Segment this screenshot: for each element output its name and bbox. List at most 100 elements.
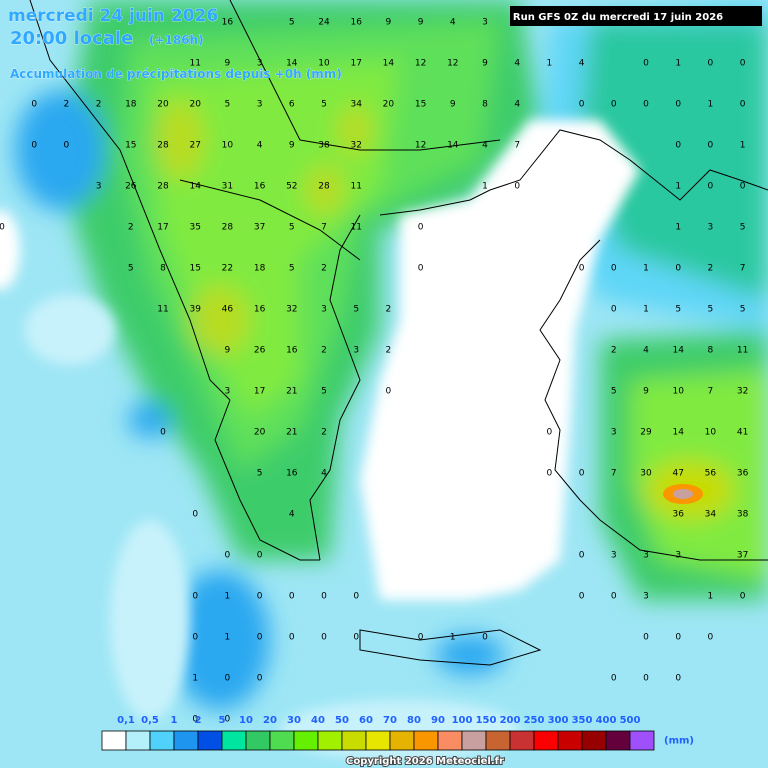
grid-value: 3 <box>675 551 681 561</box>
grid-value: 26 <box>125 182 137 192</box>
grid-value: 22 <box>222 264 233 274</box>
legend-label: 350 <box>572 715 593 726</box>
grid-value: 0 <box>225 674 231 684</box>
grid-value: 1 <box>675 223 681 233</box>
grid-value: 3 <box>643 592 649 602</box>
grid-value: 0 <box>547 469 553 479</box>
grid-value: 10 <box>222 141 234 151</box>
grid-value: 16 <box>286 346 298 356</box>
legend-swatch <box>389 730 415 751</box>
grid-value: 0 <box>353 592 359 602</box>
grid-value: 34 <box>350 100 362 110</box>
grid-value: 0 <box>611 100 617 110</box>
grid-value: 9 <box>225 346 231 356</box>
grid-value: 47 <box>672 469 683 479</box>
grid-value: 2 <box>321 346 327 356</box>
grid-value: 5 <box>321 387 327 397</box>
grid-value: 38 <box>737 510 749 520</box>
legend-swatch <box>485 730 511 751</box>
grid-value: 3 <box>257 59 263 69</box>
time-label: 20:00 locale <box>10 28 133 49</box>
grid-value: 9 <box>386 18 392 28</box>
grid-value: 9 <box>450 100 456 110</box>
grid-value: 11 <box>350 223 361 233</box>
grid-value: 2 <box>321 428 327 438</box>
grid-value: 5 <box>257 469 263 479</box>
grid-value: 0 <box>740 592 746 602</box>
grid-value: 0 <box>192 633 198 643</box>
grid-value: 0 <box>547 428 553 438</box>
grid-value: 17 <box>350 59 361 69</box>
grid-value: 0 <box>708 633 714 643</box>
grid-value: 0 <box>418 633 424 643</box>
grid-value: 7 <box>740 264 746 274</box>
legend-swatch <box>413 730 439 751</box>
grid-value: 20 <box>254 428 266 438</box>
grid-value: 0 <box>643 100 649 110</box>
grid-value: 1 <box>708 100 714 110</box>
grid-value: 0 <box>386 387 392 397</box>
legend-label: 70 <box>383 715 397 726</box>
grid-value: 4 <box>482 141 488 151</box>
grid-value: 0 <box>740 182 746 192</box>
grid-value: 28 <box>157 182 169 192</box>
grid-value: 0 <box>0 223 5 233</box>
grid-value: 14 <box>447 141 459 151</box>
grid-value: 0 <box>257 551 263 561</box>
grid-value: 16 <box>222 18 234 28</box>
legend-swatch <box>581 730 607 751</box>
grid-value: 37 <box>737 551 748 561</box>
legend-label: 0,1 <box>117 715 135 726</box>
grid-value: 0 <box>31 100 37 110</box>
grid-value: 0 <box>611 264 617 274</box>
grid-value: 1 <box>643 305 649 315</box>
legend-label: 10 <box>239 715 253 726</box>
grid-value: 8 <box>708 346 714 356</box>
grid-value: 2 <box>386 305 392 315</box>
grid-value: 8 <box>482 100 488 110</box>
legend-swatch <box>557 730 583 751</box>
grid-value: 0 <box>418 264 424 274</box>
grid-value: 2 <box>128 223 134 233</box>
grid-value: 0 <box>643 633 649 643</box>
grid-value: 0 <box>192 592 198 602</box>
grid-value: 5 <box>611 387 617 397</box>
grid-value: 0 <box>257 592 263 602</box>
grid-value: 12 <box>415 59 426 69</box>
grid-value: 0 <box>289 592 295 602</box>
grid-value: 32 <box>286 305 297 315</box>
grid-value: 0 <box>289 633 295 643</box>
legend-swatch <box>293 730 319 751</box>
lead-label: (+186h) <box>149 33 204 47</box>
grid-value: 7 <box>514 141 520 151</box>
grid-value: 0 <box>257 674 263 684</box>
grid-value: 4 <box>289 510 295 520</box>
grid-value: 29 <box>640 428 652 438</box>
grid-value: 0 <box>740 100 746 110</box>
legend-label: 250 <box>524 715 545 726</box>
legend-swatch <box>101 730 127 751</box>
grid-value: 1 <box>675 182 681 192</box>
grid-value: 18 <box>125 100 137 110</box>
grid-value: 16 <box>254 305 266 315</box>
grid-value: 14 <box>286 59 298 69</box>
grid-value: 21 <box>286 428 297 438</box>
grid-value: 3 <box>643 551 649 561</box>
grid-value: 7 <box>611 469 617 479</box>
grid-value: 4 <box>514 100 520 110</box>
legend-swatch <box>245 730 271 751</box>
grid-value: 0 <box>740 59 746 69</box>
grid-value: 7 <box>708 387 714 397</box>
legend-label: 40 <box>311 715 325 726</box>
grid-value: 9 <box>482 59 488 69</box>
grid-value: 0 <box>579 469 585 479</box>
grid-value: 32 <box>350 141 361 151</box>
grid-value: 11 <box>157 305 168 315</box>
grid-value: 5 <box>708 305 714 315</box>
copyright: Copyright 2026 Meteociel.fr <box>346 756 504 767</box>
grid-value: 0 <box>611 305 617 315</box>
grid-value: 0 <box>708 141 714 151</box>
